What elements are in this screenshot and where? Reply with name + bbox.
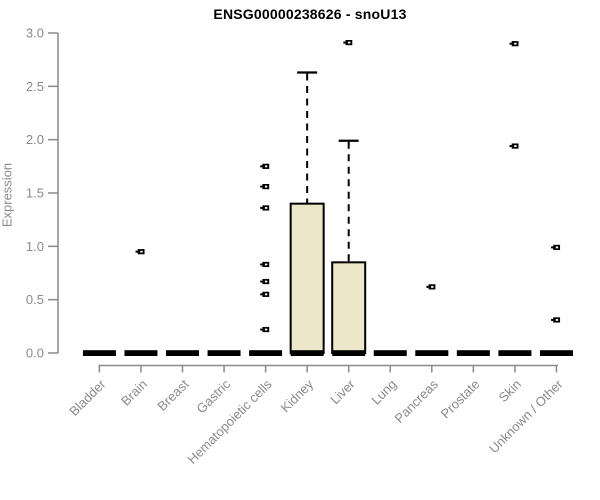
x-tick-label-lung: Lung	[368, 377, 399, 408]
outlier-point	[426, 284, 436, 290]
collapsed-box	[207, 350, 241, 356]
median-line	[332, 350, 366, 356]
y-axis: 0.0 0.5 1.0 1.5 2.0 2.5 3.0	[26, 26, 59, 361]
outlier-point	[135, 249, 145, 255]
boxplot-liver	[331, 40, 367, 356]
y-tick-label: 1.0	[26, 239, 44, 254]
outlier-point	[260, 261, 270, 268]
boxplot-gastric	[207, 350, 241, 356]
outlier-point	[343, 40, 353, 46]
outlier-point	[551, 244, 561, 250]
x-tick-label-gastric: Gastric	[193, 376, 233, 416]
outlier-point	[260, 163, 270, 169]
x-tick-label-skin: Skin	[496, 377, 524, 405]
boxplot-bladder	[82, 350, 116, 356]
x-tick-label-unknown-other: Unknown / Other	[486, 376, 566, 456]
x-tick-label-liver: Liver	[327, 376, 358, 407]
boxplot-brain	[124, 249, 158, 356]
chart-title: ENSG00000238626 - snoU13	[213, 6, 407, 22]
collapsed-box	[373, 350, 407, 356]
outlier-point	[260, 326, 270, 333]
y-tick-label: 2.0	[26, 132, 44, 147]
y-tick-label: 0.5	[26, 292, 44, 307]
outlier-point	[260, 205, 270, 211]
x-tick-label-prostate: Prostate	[438, 377, 483, 422]
boxplot-prostate	[456, 350, 490, 356]
x-tick-label-pancreas: Pancreas	[391, 376, 441, 426]
box	[331, 261, 367, 355]
boxplot-hematopoietic-cells	[249, 163, 283, 356]
x-tick-label-bladder: Bladder	[66, 376, 109, 419]
y-tick-label: 3.0	[26, 26, 44, 41]
x-tick-label-breast: Breast	[154, 376, 191, 413]
boxplot-breast	[166, 350, 199, 356]
collapsed-box	[166, 350, 199, 356]
median-line	[290, 350, 324, 356]
boxplot-kidney	[289, 71, 325, 356]
collapsed-box	[415, 350, 449, 356]
x-tick-label-kidney: Kidney	[278, 376, 317, 415]
boxplot-skin	[498, 41, 532, 356]
outlier-point	[509, 41, 519, 47]
collapsed-box	[124, 350, 158, 356]
collapsed-box	[456, 350, 490, 356]
y-tick-label: 2.5	[26, 79, 44, 94]
boxplot-unknown-other	[539, 244, 573, 356]
outlier-point	[260, 291, 270, 297]
y-axis-label: Expression	[0, 162, 15, 228]
y-tick-label: 0.0	[26, 346, 44, 361]
collapsed-box	[82, 350, 116, 356]
collapsed-box	[498, 350, 532, 356]
box	[289, 202, 325, 354]
outlier-point	[551, 317, 561, 323]
outlier-point	[509, 143, 519, 149]
boxplot-lung	[373, 350, 407, 356]
outlier-point	[260, 184, 270, 190]
collapsed-box	[249, 350, 283, 356]
y-tick-label: 1.5	[26, 186, 44, 201]
collapsed-box	[539, 350, 573, 356]
boxplot-pancreas	[415, 284, 449, 356]
outlier-point	[260, 278, 270, 285]
x-tick-label-brain: Brain	[118, 377, 150, 409]
